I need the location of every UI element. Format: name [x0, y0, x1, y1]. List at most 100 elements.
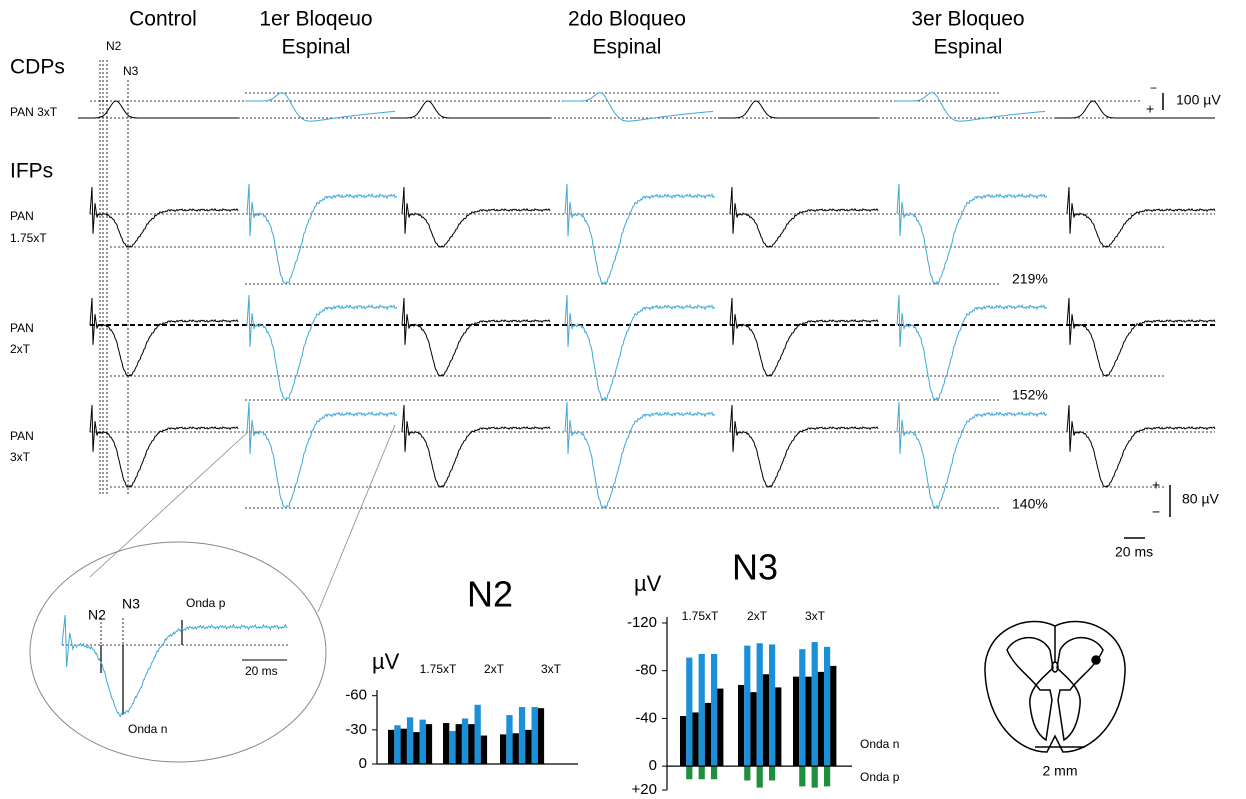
bar: [474, 704, 481, 764]
polarity: +: [1152, 477, 1160, 493]
bar: [817, 671, 824, 767]
bar: [769, 644, 776, 767]
column-title: 2do Bloqueo: [568, 8, 686, 31]
ifp-trace: [401, 297, 551, 377]
scale-label: 20 ms: [1115, 544, 1153, 560]
bar: [762, 674, 769, 767]
y-tick-label: -80: [635, 662, 657, 679]
bar: [698, 766, 705, 780]
ifp-trace: [1066, 404, 1216, 488]
ifp-trace: [1066, 297, 1216, 377]
bar: [400, 728, 407, 764]
bar: [824, 646, 831, 767]
cdp-trace: [1055, 100, 1215, 119]
ifp-trace: [896, 183, 1048, 285]
bar: [698, 653, 705, 767]
annotation: Onda p: [860, 770, 900, 784]
bar: [449, 730, 456, 764]
bar: [756, 643, 763, 767]
bar: [468, 724, 475, 764]
bar: [531, 707, 538, 764]
bar: [461, 718, 469, 764]
y-axis-label: µV: [634, 571, 662, 596]
bar: [830, 665, 837, 767]
bar: [394, 725, 401, 764]
bar: [799, 649, 806, 767]
bar: [506, 715, 513, 764]
ifp-trace: [564, 294, 716, 401]
x-category-label: 2xT: [484, 662, 505, 676]
bar: [744, 766, 751, 781]
marker-label: N3: [123, 64, 139, 78]
ifp-trace: [896, 294, 1048, 401]
column-title: Control: [129, 8, 197, 31]
ifp-trace: [89, 297, 239, 377]
bar: [704, 702, 711, 767]
bar: [406, 717, 414, 764]
row-label: PAN: [10, 209, 34, 223]
cdp-trace: [563, 92, 714, 122]
x-category-label: 2xT: [747, 609, 768, 623]
bar: [480, 735, 488, 764]
bar: [711, 766, 718, 780]
polarity: −: [1150, 81, 1157, 95]
bar: [455, 724, 462, 764]
chart-title: N3: [732, 547, 778, 588]
ifp-trace: [89, 186, 239, 248]
row-label: 3xT: [10, 450, 31, 464]
cdp-trace: [245, 92, 396, 122]
bar: [686, 766, 693, 780]
inset-label: Onda p: [186, 596, 226, 610]
chart-title: N2: [467, 574, 513, 615]
bar: [692, 712, 699, 767]
spinal-cord: [984, 620, 1126, 753]
section-label: IFPs: [10, 160, 53, 183]
percentage: 219%: [1012, 271, 1048, 287]
bar: [525, 729, 532, 764]
bar: [717, 688, 724, 767]
polarity: −: [1152, 504, 1160, 520]
scale-label: 100 µV: [1176, 92, 1221, 108]
row-label: 2xT: [10, 342, 31, 356]
y-tick-label: -60: [345, 687, 367, 704]
bar: [811, 642, 818, 767]
bar: [738, 685, 745, 767]
y-axis-label: µV: [372, 649, 400, 674]
column-title: Espinal: [282, 36, 351, 59]
ifp-trace: [401, 186, 551, 248]
bar: [805, 676, 812, 767]
y-tick-label: +20: [632, 781, 657, 798]
x-category-label: 3xT: [541, 662, 562, 676]
inset-label: N3: [122, 596, 140, 612]
scale-bars: − + 100 µV + − 80 µV 20 ms: [1115, 81, 1221, 560]
y-tick-label: 0: [649, 757, 657, 774]
bar: [419, 719, 426, 764]
y-tick-label: -120: [627, 614, 657, 631]
inset-label: Onda n: [128, 722, 167, 736]
bar: [793, 676, 800, 767]
cdp-trace: [895, 92, 1046, 122]
row-label: PAN 3xT: [10, 105, 58, 119]
scale-label: 80 µV: [1182, 491, 1220, 507]
column-title: Espinal: [593, 36, 662, 59]
scale-label: 2 mm: [1043, 763, 1078, 779]
percentage: 152%: [1012, 387, 1048, 403]
cdp-trace: [78, 100, 238, 119]
inset-trace: [61, 614, 288, 718]
bar-chart: N2 µV 0 -30 -60 1.75xT 2xT 3xT: [345, 574, 578, 772]
row-label: 1.75xT: [10, 231, 47, 245]
bar: [443, 723, 450, 764]
ifp-trace: [564, 183, 716, 285]
annotation: Onda n: [860, 737, 899, 751]
bar: [744, 645, 751, 767]
bar: [824, 766, 831, 787]
bar: [500, 734, 507, 764]
polarity: +: [1146, 101, 1154, 117]
row-label: PAN: [10, 429, 34, 443]
inset-label: N2: [88, 607, 106, 623]
column-title: 3er Bloqueo: [911, 8, 1024, 31]
bar: [680, 716, 687, 767]
bar: [711, 653, 718, 767]
bar-chart: N3 µV +20 0 -40 -80 -120 1.75xT 2xT 3xT Onda n Onda…: [627, 547, 900, 798]
